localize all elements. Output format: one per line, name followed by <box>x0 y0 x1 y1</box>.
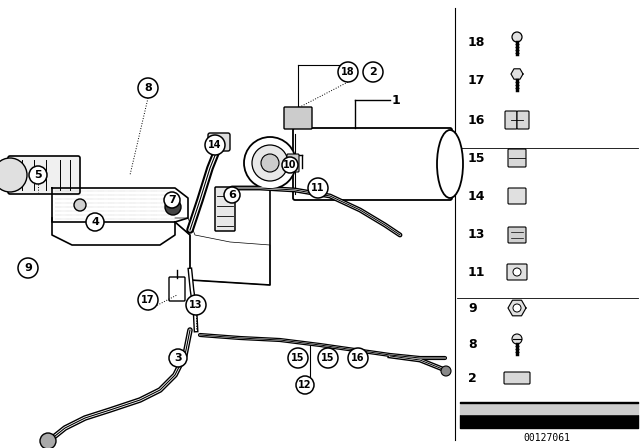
Circle shape <box>512 32 522 42</box>
FancyBboxPatch shape <box>505 111 517 129</box>
Text: 15: 15 <box>291 353 305 363</box>
Circle shape <box>86 213 104 231</box>
Circle shape <box>205 135 225 155</box>
Text: 13: 13 <box>468 228 485 241</box>
Text: 3: 3 <box>174 353 182 363</box>
Circle shape <box>512 334 522 344</box>
Circle shape <box>252 145 288 181</box>
Text: 14: 14 <box>468 190 486 202</box>
Text: 16: 16 <box>468 113 485 126</box>
Circle shape <box>186 295 206 315</box>
Circle shape <box>441 366 451 376</box>
Polygon shape <box>52 218 175 245</box>
Circle shape <box>169 349 187 367</box>
Ellipse shape <box>437 130 463 198</box>
FancyBboxPatch shape <box>208 133 230 151</box>
Text: 1: 1 <box>392 94 401 107</box>
Text: 9: 9 <box>468 302 477 314</box>
Text: 17: 17 <box>141 295 155 305</box>
FancyBboxPatch shape <box>508 188 526 204</box>
Text: 7: 7 <box>168 195 176 205</box>
Circle shape <box>348 348 368 368</box>
Circle shape <box>74 199 86 211</box>
Polygon shape <box>508 300 526 316</box>
Text: 14: 14 <box>208 140 221 150</box>
Text: 11: 11 <box>311 183 324 193</box>
Polygon shape <box>175 218 270 285</box>
Text: 15: 15 <box>468 151 486 164</box>
Text: 18: 18 <box>468 35 485 48</box>
Circle shape <box>165 199 181 215</box>
Text: 8: 8 <box>468 337 477 350</box>
Text: 18: 18 <box>341 67 355 77</box>
Text: 12: 12 <box>298 380 312 390</box>
FancyBboxPatch shape <box>169 277 185 301</box>
FancyBboxPatch shape <box>284 107 312 129</box>
Circle shape <box>338 62 358 82</box>
FancyBboxPatch shape <box>517 111 529 129</box>
Circle shape <box>261 154 279 172</box>
FancyBboxPatch shape <box>504 372 530 384</box>
Text: 2: 2 <box>369 67 377 77</box>
Text: 11: 11 <box>468 266 486 279</box>
FancyBboxPatch shape <box>8 156 80 194</box>
FancyBboxPatch shape <box>287 154 299 172</box>
Circle shape <box>296 376 314 394</box>
Circle shape <box>244 137 296 189</box>
FancyBboxPatch shape <box>508 149 526 167</box>
Circle shape <box>513 268 521 276</box>
Text: 10: 10 <box>284 160 297 170</box>
Circle shape <box>164 192 180 208</box>
FancyBboxPatch shape <box>215 187 235 231</box>
Text: 15: 15 <box>321 353 335 363</box>
Circle shape <box>224 187 240 203</box>
Polygon shape <box>511 69 523 79</box>
FancyBboxPatch shape <box>508 227 526 243</box>
Circle shape <box>318 348 338 368</box>
FancyBboxPatch shape <box>293 128 452 200</box>
Polygon shape <box>52 188 188 222</box>
Circle shape <box>138 290 158 310</box>
Text: 13: 13 <box>189 300 203 310</box>
Circle shape <box>282 157 298 173</box>
Text: 00127061: 00127061 <box>524 433 570 443</box>
Circle shape <box>29 166 47 184</box>
Text: 8: 8 <box>144 83 152 93</box>
Circle shape <box>18 258 38 278</box>
FancyBboxPatch shape <box>507 264 527 280</box>
Circle shape <box>288 348 308 368</box>
Text: 17: 17 <box>468 73 486 86</box>
Text: 5: 5 <box>34 170 42 180</box>
Text: 2: 2 <box>468 371 477 384</box>
Circle shape <box>363 62 383 82</box>
Circle shape <box>138 78 158 98</box>
Circle shape <box>513 304 521 312</box>
Text: 6: 6 <box>228 190 236 200</box>
Text: 9: 9 <box>24 263 32 273</box>
Circle shape <box>0 158 27 192</box>
Circle shape <box>40 433 56 448</box>
Text: 16: 16 <box>351 353 365 363</box>
Circle shape <box>308 178 328 198</box>
Text: 4: 4 <box>91 217 99 227</box>
